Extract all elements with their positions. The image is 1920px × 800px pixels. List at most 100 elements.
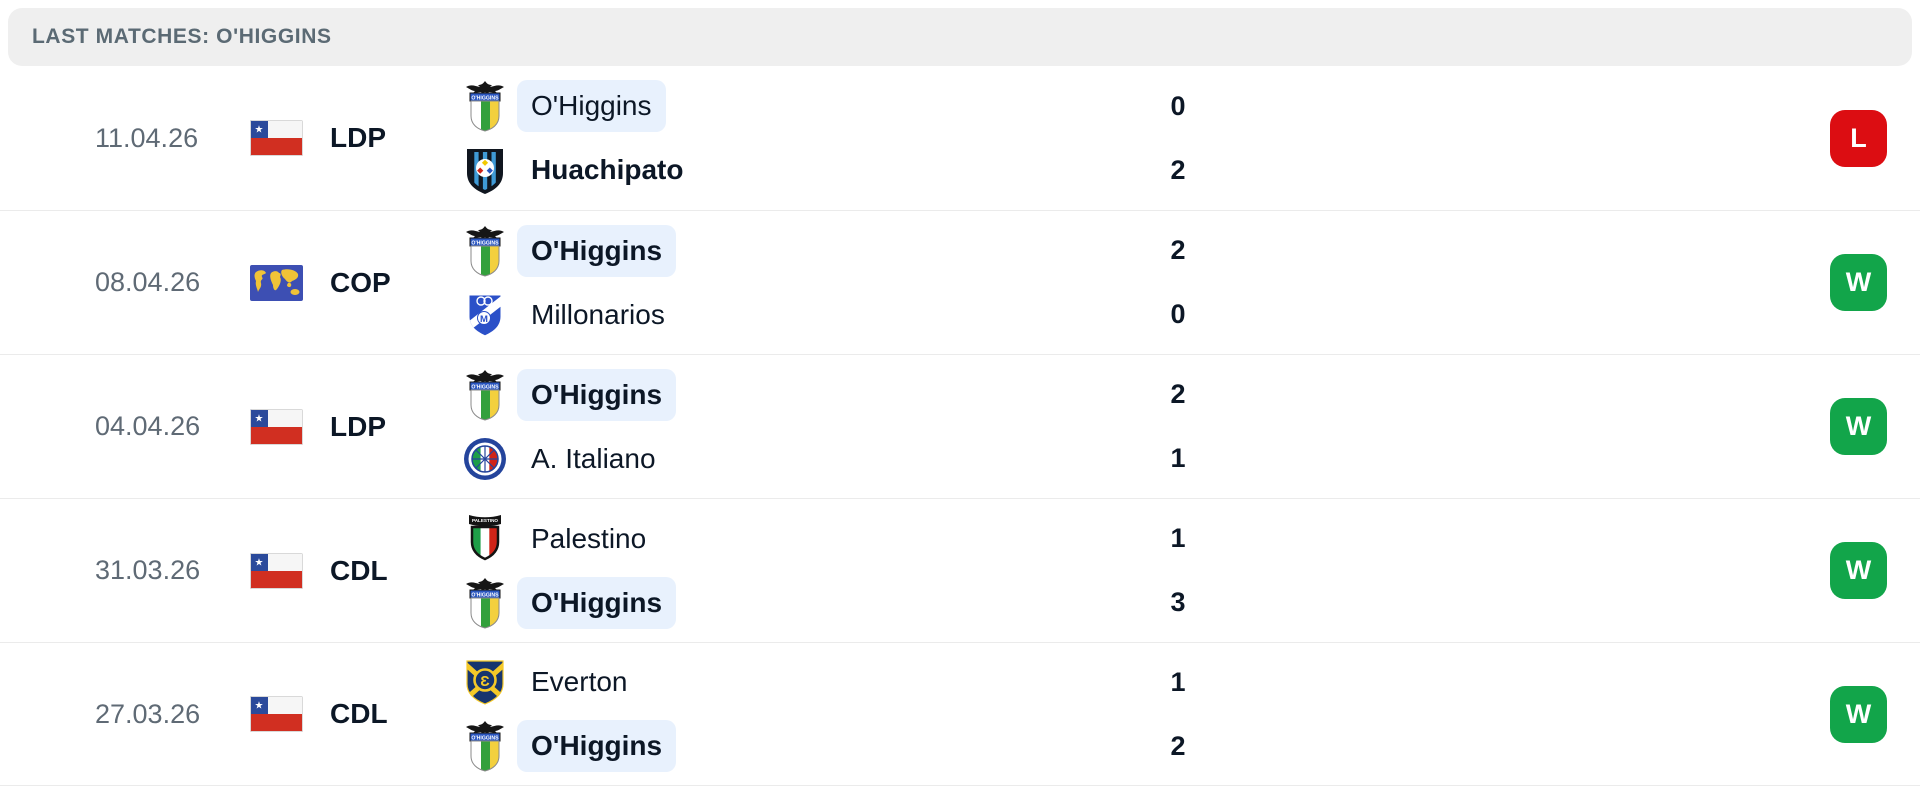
team-name: Millonarios xyxy=(531,298,665,330)
scores-column: 1 2 xyxy=(1113,643,1243,785)
match-date: 31.03.26 xyxy=(95,555,201,585)
result-badge: L xyxy=(1830,109,1887,167)
italiano-crest-icon xyxy=(464,437,506,480)
ohiggins-crest-icon: O'HIGGINS xyxy=(466,81,504,132)
svg-text:★: ★ xyxy=(255,701,264,712)
team-name: Palestino xyxy=(531,522,647,554)
section-title: LAST MATCHES: O'HIGGINS xyxy=(32,25,332,48)
world-flag-icon xyxy=(250,264,303,301)
team-line[interactable]: Ɛ Everton xyxy=(463,654,1113,710)
scores-column: 0 2 xyxy=(1113,66,1243,210)
match-row[interactable]: 04.04.26 ★ LDP O'HIGGINS O'Higgins xyxy=(0,354,1920,498)
team-logo-icon: O'HIGGINS xyxy=(463,719,507,773)
team-name: A. Italiano xyxy=(531,442,656,474)
team-score: 1 xyxy=(1170,666,1186,697)
competition-flag-icon: ★ xyxy=(250,696,303,732)
svg-text:O'HIGGINS: O'HIGGINS xyxy=(471,735,499,741)
svg-text:PALESTINO: PALESTINO xyxy=(472,518,498,523)
competition-code: CDL xyxy=(330,698,388,729)
competition-code: LDP xyxy=(330,410,386,442)
match-row[interactable]: 31.03.26 ★ CDL PALESTINO Palestino xyxy=(0,498,1920,642)
result-badge: W xyxy=(1830,398,1887,455)
result-badge: W xyxy=(1830,685,1887,743)
team-line[interactable]: A. Italiano xyxy=(463,431,1113,487)
team-line[interactable]: O'HIGGINS O'Higgins xyxy=(463,367,1113,423)
result-column: L xyxy=(1830,66,1887,210)
svg-text:Ɛ: Ɛ xyxy=(480,673,490,690)
chile-flag-icon: ★ xyxy=(250,408,303,445)
teams-column: O'HIGGINS O'Higgins M Millonarios xyxy=(463,211,1113,354)
result-badge: W xyxy=(1830,542,1887,599)
team-line[interactable]: M Millonarios xyxy=(463,287,1113,343)
scores-column: 1 3 xyxy=(1113,499,1243,642)
competition: ★ LDP xyxy=(250,355,463,498)
team-line[interactable]: O'HIGGINS O'Higgins xyxy=(463,718,1113,774)
team-score: 2 xyxy=(1170,154,1186,185)
millonarios-crest-icon: M xyxy=(467,292,503,338)
team-logo-icon: M xyxy=(463,288,507,342)
match-row[interactable]: 08.04.26 COP O'HIGGINS O'Higgins xyxy=(0,210,1920,354)
huachipato-crest-icon xyxy=(467,149,503,194)
chile-flag-icon: ★ xyxy=(250,696,303,732)
team-line[interactable]: O'HIGGINS O'Higgins xyxy=(463,223,1113,279)
match-date: 27.03.26 xyxy=(95,698,201,729)
ohiggins-crest-icon: O'HIGGINS xyxy=(466,577,504,629)
match-list: 11.04.26 ★ LDP O'HIGGINS O'Higgins xyxy=(0,66,1920,786)
svg-text:M: M xyxy=(480,314,488,325)
match-row[interactable]: 27.03.26 ★ CDL Ɛ Everton xyxy=(0,642,1920,786)
team-score: 2 xyxy=(1170,379,1186,409)
competition-code: LDP xyxy=(330,122,386,153)
team-score: 2 xyxy=(1170,235,1186,265)
team-logo-icon: O'HIGGINS xyxy=(463,368,507,422)
ohiggins-crest-icon: O'HIGGINS xyxy=(466,721,504,772)
svg-text:★: ★ xyxy=(255,125,264,136)
match-row[interactable]: 11.04.26 ★ LDP O'HIGGINS O'Higgins xyxy=(0,66,1920,210)
team-score: 2 xyxy=(1170,730,1186,761)
teams-column: PALESTINO Palestino O'HIGGINS O'Higgins xyxy=(463,499,1113,642)
result-column: W xyxy=(1830,499,1887,642)
team-logo-icon: Ɛ xyxy=(463,655,507,709)
everton-crest-icon: Ɛ xyxy=(466,660,504,705)
team-line[interactable]: O'HIGGINS O'Higgins xyxy=(463,575,1113,631)
competition: ★ CDL xyxy=(250,643,463,785)
result-column: W xyxy=(1830,211,1887,354)
team-name: O'Higgins xyxy=(517,224,677,277)
team-name: Everton xyxy=(531,666,628,697)
competition: ★ CDL xyxy=(250,499,463,642)
team-line[interactable]: PALESTINO Palestino xyxy=(463,511,1113,567)
team-logo-icon xyxy=(463,143,507,197)
team-logo-icon xyxy=(463,432,507,486)
match-date: 11.04.26 xyxy=(95,122,199,153)
competition-flag-icon xyxy=(250,264,303,301)
svg-text:O'HIGGINS: O'HIGGINS xyxy=(471,592,499,598)
svg-text:O'HIGGINS: O'HIGGINS xyxy=(471,384,499,390)
ohiggins-crest-icon: O'HIGGINS xyxy=(466,369,504,421)
teams-column: Ɛ Everton O'HIGGINS O'Higgins xyxy=(463,643,1113,785)
team-line[interactable]: O'HIGGINS O'Higgins xyxy=(463,78,1113,134)
chile-flag-icon: ★ xyxy=(250,552,303,589)
svg-text:★: ★ xyxy=(255,557,264,568)
competition-flag-icon: ★ xyxy=(250,120,303,156)
team-logo-icon: O'HIGGINS xyxy=(463,224,507,278)
result-badge: W xyxy=(1830,254,1887,311)
team-logo-icon: PALESTINO xyxy=(463,512,507,566)
competition: COP xyxy=(250,211,463,354)
svg-text:★: ★ xyxy=(255,413,264,424)
svg-text:O'HIGGINS: O'HIGGINS xyxy=(471,240,499,246)
palestino-crest-icon: PALESTINO xyxy=(469,514,501,560)
team-logo-icon: O'HIGGINS xyxy=(463,79,507,133)
competition-flag-icon: ★ xyxy=(250,408,303,445)
svg-text:O'HIGGINS: O'HIGGINS xyxy=(471,95,499,101)
competition-code: CDL xyxy=(330,554,388,586)
match-date: 08.04.26 xyxy=(95,267,201,297)
result-column: W xyxy=(1830,355,1887,498)
team-score: 1 xyxy=(1170,443,1186,473)
match-date: 04.04.26 xyxy=(95,411,201,441)
team-name: O'Higgins xyxy=(517,576,677,629)
team-line[interactable]: Huachipato xyxy=(463,142,1113,198)
ohiggins-crest-icon: O'HIGGINS xyxy=(466,225,504,277)
section-header: LAST MATCHES: O'HIGGINS xyxy=(8,8,1912,66)
result-column: W xyxy=(1830,643,1887,785)
competition: ★ LDP xyxy=(250,66,463,210)
team-name: O'Higgins xyxy=(517,368,677,421)
